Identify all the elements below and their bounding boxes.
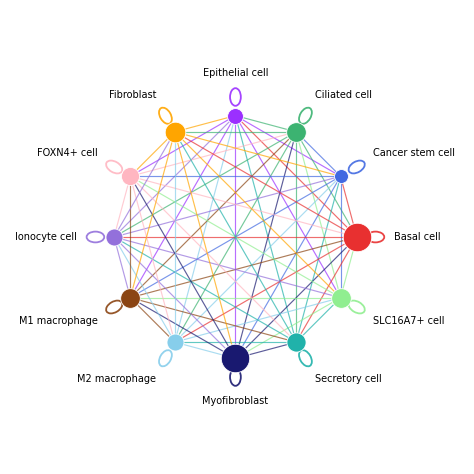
Text: Basal cell: Basal cell bbox=[394, 232, 441, 242]
Text: Epithelial cell: Epithelial cell bbox=[203, 68, 268, 78]
Point bbox=[337, 294, 345, 301]
Point bbox=[127, 294, 134, 301]
Point bbox=[171, 128, 179, 136]
Text: Secretory cell: Secretory cell bbox=[315, 374, 382, 384]
Text: Ionocyte cell: Ionocyte cell bbox=[15, 232, 77, 242]
Text: Myofibroblast: Myofibroblast bbox=[202, 396, 268, 406]
Point bbox=[353, 233, 361, 241]
Point bbox=[171, 338, 179, 346]
Point bbox=[127, 173, 134, 180]
Point bbox=[292, 128, 300, 136]
Text: Ciliated cell: Ciliated cell bbox=[315, 90, 372, 100]
Text: FOXN4+ cell: FOXN4+ cell bbox=[37, 148, 98, 158]
Text: Fibroblast: Fibroblast bbox=[109, 90, 156, 100]
Text: SLC16A7+ cell: SLC16A7+ cell bbox=[373, 316, 444, 326]
Text: M1 macrophage: M1 macrophage bbox=[19, 316, 98, 326]
Text: Cancer stem cell: Cancer stem cell bbox=[373, 148, 455, 158]
Point bbox=[232, 112, 239, 119]
Point bbox=[232, 355, 239, 362]
Point bbox=[337, 173, 345, 180]
Point bbox=[292, 338, 300, 346]
Point bbox=[110, 233, 118, 241]
Text: M2 macrophage: M2 macrophage bbox=[77, 374, 156, 384]
